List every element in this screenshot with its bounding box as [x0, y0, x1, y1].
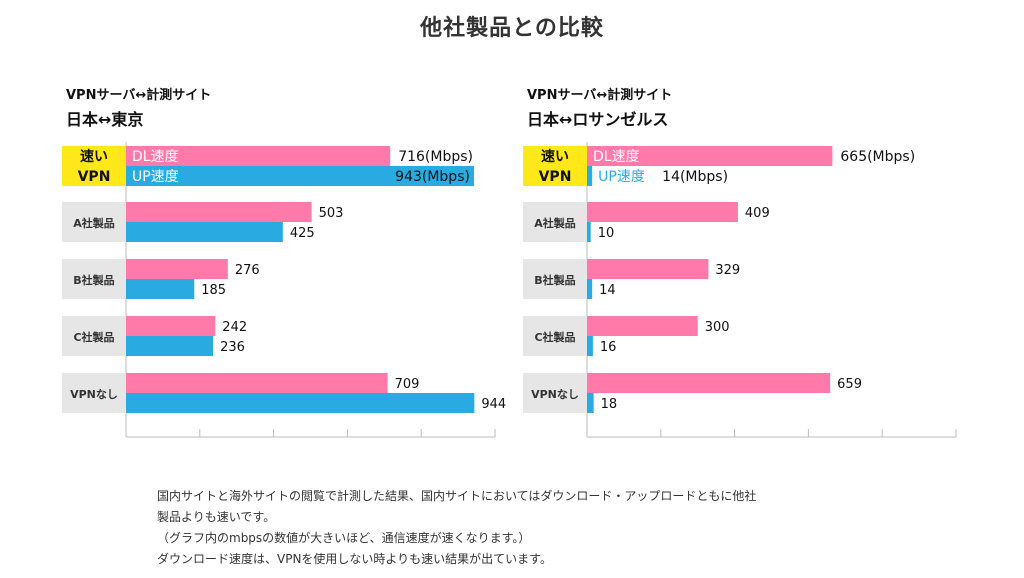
- value-label: 409: [745, 206, 770, 221]
- value-label: 300: [705, 320, 730, 335]
- legend-dl-label: DL速度: [593, 149, 640, 165]
- category-label: A社製品: [534, 216, 576, 230]
- note-line: 国内サイトと海外サイトの閲覧で計測した結果、国内サイトにおいてはダウンロード・ア…: [157, 489, 757, 503]
- category-label: C社製品: [534, 330, 575, 344]
- category-label-box: [62, 316, 126, 356]
- legend-up-label: UP速度: [132, 169, 179, 185]
- category-label-box: [523, 202, 587, 242]
- value-label: 665(Mbps): [840, 149, 915, 165]
- dl-bar: [126, 316, 216, 336]
- category-label: B社製品: [73, 273, 114, 287]
- dl-bar: [126, 373, 388, 393]
- legend-dl-label: DL速度: [132, 149, 179, 165]
- up-bar: [587, 166, 593, 186]
- category-label: 速い: [541, 148, 569, 165]
- value-label: 14(Mbps): [662, 169, 728, 185]
- value-label: 242: [222, 320, 247, 335]
- up-bar: [126, 336, 214, 356]
- category-label-box: [62, 202, 126, 242]
- value-label: 425: [290, 226, 315, 241]
- legend-up-label: UP速度: [598, 169, 645, 185]
- explanation-text: 国内サイトと海外サイトの閲覧で計測した結果、国内サイトにおいてはダウンロード・ア…: [157, 486, 756, 570]
- category-label-box: [523, 316, 587, 356]
- dl-bar: [126, 259, 228, 279]
- up-bar: [126, 393, 475, 413]
- chart-subtitle-route: VPNサーバ↔計測サイト: [527, 88, 673, 103]
- value-label: 716(Mbps): [398, 149, 473, 165]
- up-bar: [587, 336, 593, 356]
- value-label: 503: [319, 206, 344, 221]
- dl-bar: [587, 259, 709, 279]
- value-label: 14: [599, 283, 616, 298]
- category-label: A社製品: [73, 216, 115, 230]
- highlight-label-box: [62, 146, 126, 186]
- chart-plot: 速い VPN DL速度 665(Mbps) UP速度 14(Mbps) A社製品 409 10 B…: [523, 142, 957, 438]
- dl-bar: [126, 146, 391, 166]
- chart-plot: 速い VPN DL速度 716(Mbps) UP速度 943(Mbps) A社製品 503 42…: [62, 142, 506, 438]
- dl-bar: [587, 146, 833, 166]
- category-label: VPNなし: [531, 388, 579, 401]
- category-label: B社製品: [534, 273, 575, 287]
- value-label: 659: [837, 377, 862, 392]
- category-label: VPN: [539, 169, 572, 185]
- chart-los-angeles: VPNサーバ↔計測サイト 日本↔ロサンゼルス 速い VPN DL速度 665(Mbps…: [523, 80, 983, 450]
- up-bar: [126, 166, 474, 186]
- chart-subtitle-destination: 日本↔ロサンゼルス: [527, 110, 669, 129]
- up-bar: [587, 222, 591, 242]
- value-label: 943(Mbps): [395, 169, 470, 185]
- note-line: （グラフ内のmbpsの数値が大きいほど、通信速度が速くなります。）: [157, 531, 531, 545]
- category-label-box: [62, 259, 126, 299]
- chart-subtitle-destination: 日本↔東京: [66, 110, 144, 129]
- category-label-box: [523, 259, 587, 299]
- page-title: 他社製品との比較: [420, 16, 604, 41]
- dl-bar: [587, 202, 738, 222]
- value-label: 185: [201, 283, 226, 298]
- category-label-box: [62, 373, 126, 413]
- chart-tokyo: VPNサーバ↔計測サイト 日本↔東京 速い VPN DL速度 716(Mbps) UP速…: [62, 80, 522, 450]
- category-label: VPN: [78, 169, 111, 185]
- category-label: 速い: [80, 148, 108, 165]
- up-bar: [126, 222, 283, 242]
- category-label: C社製品: [73, 330, 114, 344]
- value-label: 16: [600, 340, 617, 355]
- up-bar: [587, 393, 594, 413]
- up-bar: [587, 279, 593, 299]
- up-bar: [126, 279, 195, 299]
- category-label: VPNなし: [70, 388, 118, 401]
- chart-subtitle-route: VPNサーバ↔計測サイト: [66, 88, 212, 103]
- value-label: 236: [220, 340, 245, 355]
- value-label: 329: [715, 263, 740, 278]
- value-label: 709: [395, 377, 420, 392]
- value-label: 10: [598, 226, 615, 241]
- value-label: 18: [601, 397, 618, 412]
- dl-bar: [587, 316, 698, 336]
- highlight-label-box: [523, 146, 587, 186]
- dl-bar: [587, 373, 831, 393]
- note-line: 製品よりも速いです。: [157, 510, 276, 524]
- dl-bar: [126, 202, 312, 222]
- value-label: 276: [235, 263, 260, 278]
- value-label: 944: [481, 397, 506, 412]
- note-line: ダウンロード速度は、VPNを使用しない時よりも速い結果が出ています。: [157, 552, 552, 566]
- category-label-box: [523, 373, 587, 413]
